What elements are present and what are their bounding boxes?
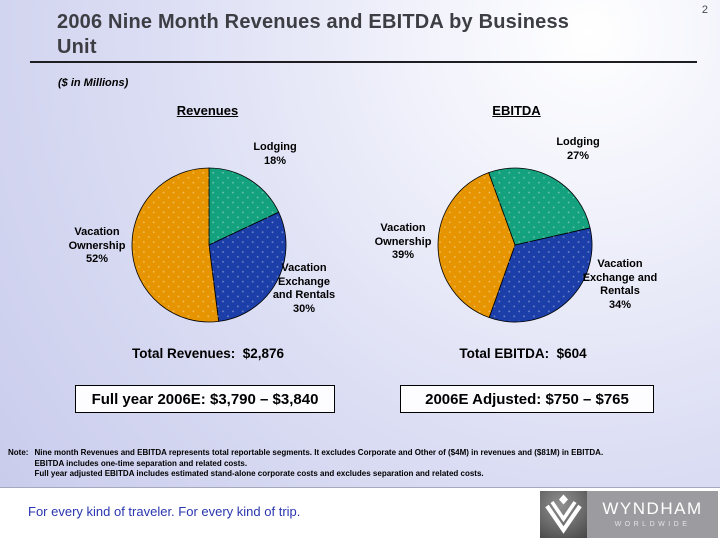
wyndham-logo: WYNDHAM WORLDWIDE	[540, 491, 718, 538]
page-number: 2	[701, 4, 708, 16]
slice-percent: 52%	[85, 253, 109, 265]
revenues-lodging-label: Lodging 18%	[243, 141, 307, 168]
ebitda-vacation-ownership-label: Vacation Ownership 39%	[358, 222, 448, 263]
title-underline	[30, 61, 697, 63]
slice-name: Lodging	[556, 136, 600, 148]
pie-dot-texture	[439, 169, 591, 321]
logo-sub-name: WORLDWIDE	[614, 521, 691, 528]
total-ebitda-label: Total EBITDA: $604	[459, 346, 587, 361]
footnote-line: Nine month Revenues and EBITDA represent…	[34, 448, 604, 457]
ebitda-vacation-exchange-label: Vacation Exchange and Rentals 34%	[582, 258, 658, 312]
wyndham-logo-text: WYNDHAM WORLDWIDE	[587, 491, 718, 538]
slice-percent: 34%	[608, 298, 632, 311]
w-chevron-icon	[545, 494, 582, 534]
revenues-chart-header: Revenues	[176, 103, 239, 118]
units-subtitle: ($ in Millions)	[58, 77, 129, 89]
footer-band: For every kind of traveler. For every ki…	[0, 487, 720, 541]
pie-dot-texture	[133, 169, 285, 321]
slide-title: 2006 Nine Month Revenues and EBITDA by B…	[57, 11, 570, 58]
ebitda-lodging-label: Lodging 27%	[545, 136, 611, 163]
revenues-vacation-ownership-label: Vacation Ownership 52%	[52, 226, 142, 267]
slice-name: Vacation Exchange and Rentals	[272, 262, 336, 301]
footnote-line: EBITDA includes one-time separation and …	[34, 458, 248, 468]
slice-name: Lodging	[253, 141, 297, 153]
ebitda-pie-chart	[437, 167, 593, 323]
ebitda-chart-header: EBITDA	[492, 103, 541, 118]
slice-percent: 18%	[263, 154, 287, 167]
footnote-line: Full year adjusted EBITDA includes estim…	[34, 469, 484, 478]
full-year-2006e-box: Full year 2006E: $3,790 – $3,840	[75, 385, 335, 413]
slice-name: Vacation Exchange and Rentals	[582, 258, 658, 297]
2006e-adjusted-box: 2006E Adjusted: $750 – $765	[400, 385, 654, 413]
brand-tagline: For every kind of traveler. For every ki…	[28, 504, 301, 519]
footnote: Note: Nine month Revenues and EBITDA rep…	[8, 448, 603, 480]
wyndham-w-mark-icon	[540, 491, 587, 538]
footnote-prefix: Note:	[8, 448, 29, 457]
slice-percent: 30%	[292, 302, 316, 315]
slice-percent: 39%	[391, 249, 415, 261]
total-revenues-label: Total Revenues: $2,876	[131, 346, 285, 361]
slice-name: Vacation Ownership	[68, 226, 126, 252]
logo-brand-name: WYNDHAM	[602, 499, 703, 518]
revenues-pie-chart	[131, 167, 287, 323]
revenues-vacation-exchange-label: Vacation Exchange and Rentals 30%	[267, 262, 341, 316]
slice-name: Vacation Ownership	[374, 222, 432, 248]
slice-percent: 27%	[566, 149, 590, 162]
